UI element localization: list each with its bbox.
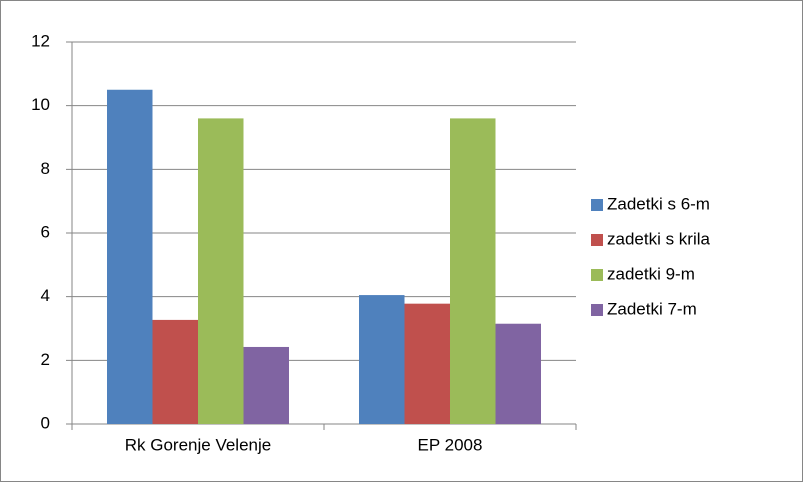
legend-label: zadetki s krila	[607, 229, 711, 248]
legend-swatch	[591, 269, 603, 281]
bar	[243, 346, 289, 424]
legend-swatch	[591, 234, 603, 246]
bar	[495, 323, 541, 424]
bar	[359, 295, 405, 424]
y-tick-label: 4	[41, 286, 50, 305]
bar	[107, 89, 153, 424]
y-tick-label: 12	[31, 31, 50, 50]
x-tick-label: EP 2008	[418, 435, 483, 454]
y-tick-label: 10	[31, 95, 50, 114]
y-tick-label: 0	[41, 413, 50, 432]
legend-label: Zadetki 7-m	[607, 299, 697, 318]
legend-label: Zadetki s 6-m	[607, 194, 710, 213]
y-tick-label: 6	[41, 222, 50, 241]
bar	[404, 303, 450, 424]
bar	[152, 319, 198, 424]
y-tick-label: 8	[41, 159, 50, 178]
legend-swatch	[591, 304, 603, 316]
legend-label: zadetki 9-m	[607, 264, 695, 283]
y-tick-label: 2	[41, 350, 50, 369]
bar	[198, 118, 244, 425]
x-tick-label: Rk Gorenje Velenje	[125, 435, 271, 454]
legend-swatch	[591, 199, 603, 211]
bar	[450, 118, 496, 425]
